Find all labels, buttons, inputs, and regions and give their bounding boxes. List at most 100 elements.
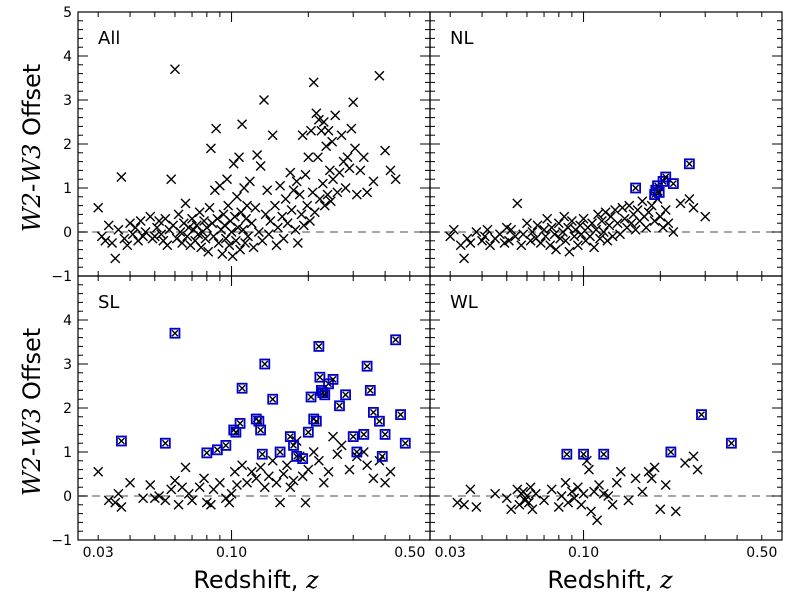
data-point-boxed <box>116 435 127 447</box>
marker-cross <box>506 504 517 515</box>
marker-cross <box>217 249 228 259</box>
data-point-x <box>267 455 278 466</box>
marker-cross <box>125 477 136 488</box>
marker-cross <box>290 224 301 235</box>
data-point-x <box>205 143 216 154</box>
marker-cross <box>211 123 222 134</box>
marker-cross <box>260 209 271 220</box>
marker-box <box>259 358 271 370</box>
marker-cross <box>154 216 165 226</box>
data-point-x <box>546 222 557 233</box>
marker-cross <box>194 207 205 218</box>
marker-cross <box>334 167 345 178</box>
marker-cross <box>700 211 711 222</box>
marker-cross <box>587 218 598 229</box>
data-point-x <box>323 466 334 477</box>
data-point-x <box>482 224 493 235</box>
marker-cross <box>236 419 244 427</box>
data-point-x <box>110 253 121 264</box>
data-point-x <box>328 431 339 442</box>
marker-cross <box>304 428 312 436</box>
y-tick-label: 5 <box>63 5 72 21</box>
marker-box <box>314 371 326 383</box>
data-point-boxed <box>220 439 232 451</box>
marker-cross <box>637 196 648 207</box>
marker-box <box>660 171 672 183</box>
marker-cross <box>459 253 470 264</box>
marker-cross <box>235 244 246 255</box>
data-point-x <box>138 493 149 504</box>
marker-cross <box>385 165 396 176</box>
marker-cross <box>258 95 269 105</box>
marker-cross <box>135 216 146 226</box>
panel-label: WL <box>450 292 478 313</box>
marker-cross <box>378 452 386 460</box>
data-point-x <box>624 200 635 211</box>
data-point-x <box>325 196 336 207</box>
data-point-x <box>490 488 501 499</box>
data-point-x <box>285 482 296 493</box>
marker-cross <box>223 200 234 211</box>
marker-cross <box>485 240 496 251</box>
data-point-x <box>649 216 660 226</box>
marker-cross <box>342 152 353 163</box>
data-point-boxed <box>399 437 411 449</box>
marker-cross <box>145 480 156 490</box>
data-point-x <box>503 235 514 246</box>
marker-cross <box>263 471 274 482</box>
marker-cross <box>368 473 379 484</box>
data-point-x <box>145 480 156 490</box>
y-tick-label: 2 <box>63 137 72 153</box>
data-point-x <box>154 216 165 226</box>
marker-cross <box>392 336 400 344</box>
marker-cross <box>600 450 608 458</box>
marker-cross <box>194 482 205 493</box>
marker-cross <box>234 152 245 163</box>
marker-cross <box>173 209 184 220</box>
data-point-x <box>525 235 536 246</box>
marker-cross <box>246 218 257 229</box>
marker-box <box>598 448 610 460</box>
data-point-x <box>110 497 121 508</box>
marker-box <box>665 446 677 458</box>
marker-box <box>390 334 402 346</box>
data-point-x <box>559 211 570 222</box>
marker-cross <box>593 209 604 220</box>
plot-frame <box>429 11 783 277</box>
data-point-x <box>668 227 679 237</box>
data-point-x <box>211 123 222 134</box>
data-point-x <box>309 207 320 218</box>
marker-cross <box>559 211 570 222</box>
marker-cross <box>160 495 171 506</box>
data-point-x <box>348 97 359 108</box>
data-point-x <box>506 224 517 235</box>
data-point-x <box>589 242 600 253</box>
data-point-x <box>122 240 133 251</box>
data-point-x <box>238 224 249 235</box>
y-tick-label: −1 <box>51 269 72 285</box>
data-point-x <box>135 216 146 226</box>
marker-cross <box>452 497 463 508</box>
data-point-x <box>230 235 241 246</box>
marker-cross <box>380 145 391 156</box>
data-point-x <box>578 488 589 499</box>
marker-box <box>297 453 309 465</box>
marker-cross <box>360 430 368 438</box>
marker-cross <box>149 231 160 242</box>
marker-box <box>319 389 331 401</box>
plot-frame <box>429 275 783 541</box>
data-point-x <box>224 240 235 251</box>
marker-cross <box>177 238 188 248</box>
marker-cross <box>617 202 628 213</box>
data-point-x <box>288 185 299 196</box>
marker-cross <box>113 224 124 235</box>
panel-wl: 0.03 0.10 0.50 WL <box>429 275 783 561</box>
x-tick-label: 0.50 <box>394 545 425 561</box>
marker-cross <box>282 218 293 229</box>
marker-cross <box>275 180 286 191</box>
marker-cross <box>549 229 560 240</box>
marker-cross <box>727 439 735 447</box>
marker-box <box>255 424 267 436</box>
marker-cross <box>93 466 104 477</box>
